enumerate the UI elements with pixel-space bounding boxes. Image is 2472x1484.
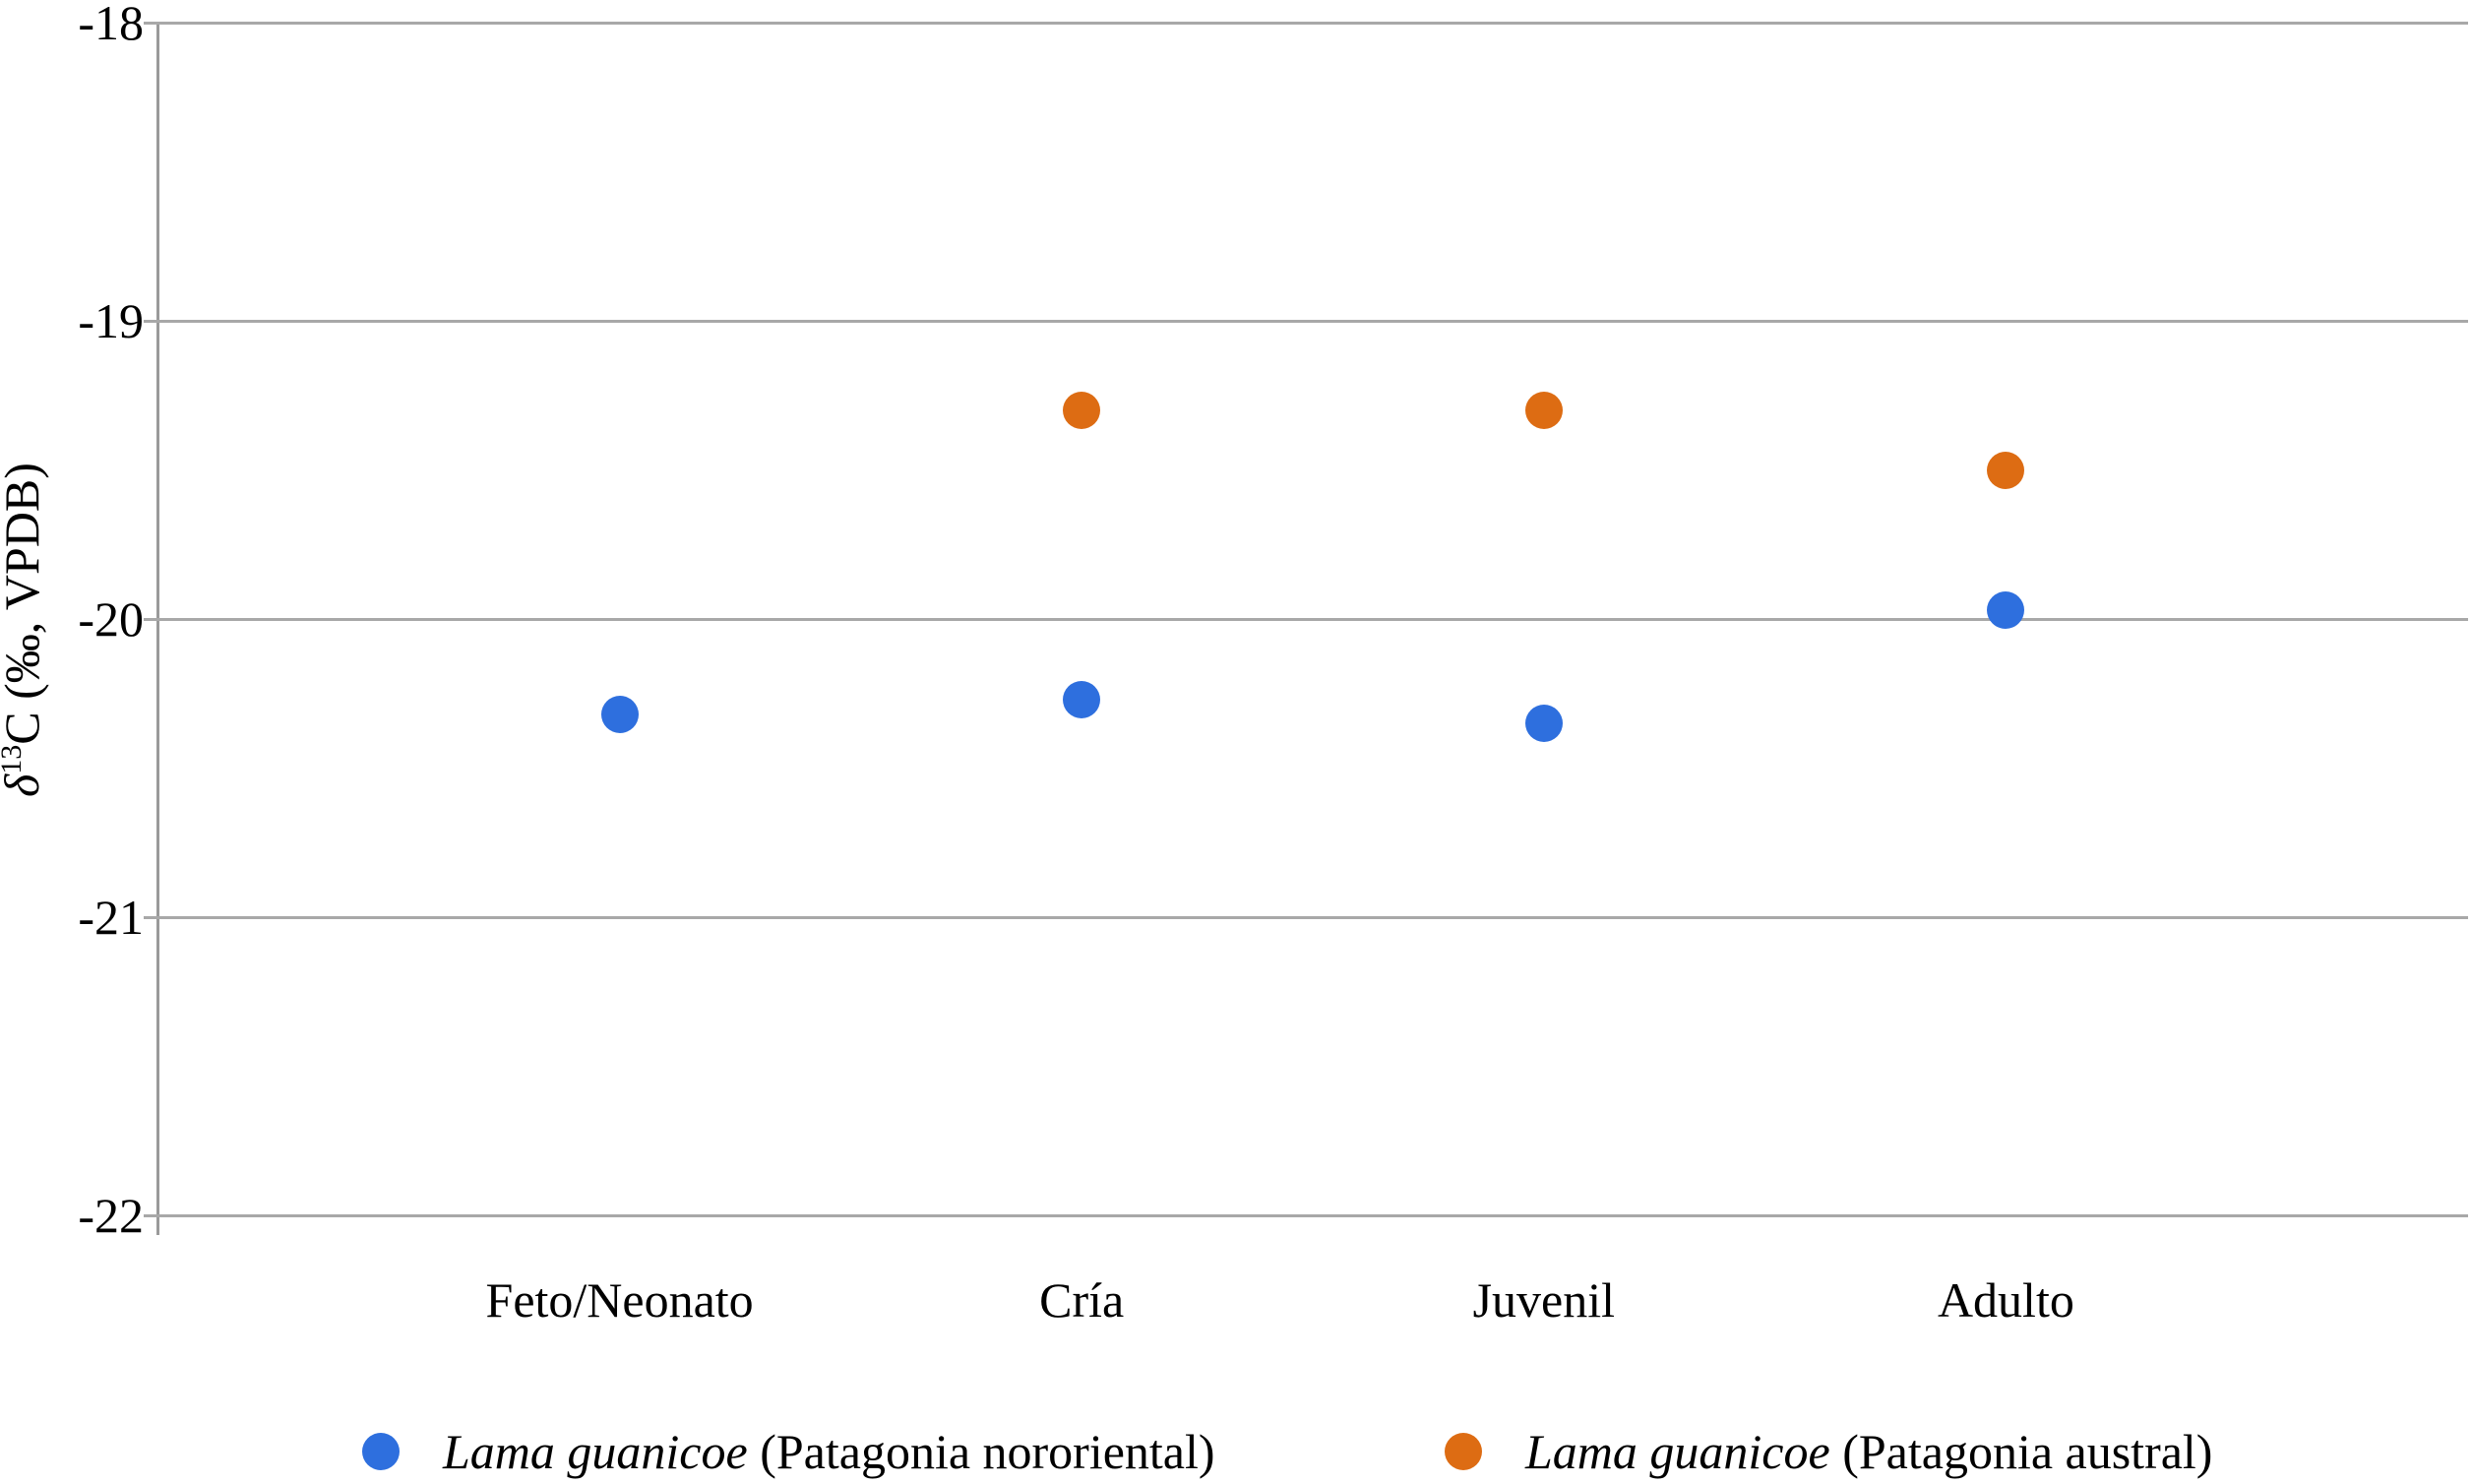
legend-item-nororiental: Lama guanicoe (Patagonia nororiental) xyxy=(362,1421,1215,1482)
data-point-austral-1 xyxy=(1063,391,1101,429)
legend-swatch xyxy=(362,1433,400,1470)
data-point-nororiental-0 xyxy=(600,695,639,733)
y-tick-mark xyxy=(144,1213,157,1217)
legend-item-austral: Lama guanicoe (Patagonia austral) xyxy=(1445,1421,2212,1482)
legend-label-species: Lama guanicoe xyxy=(443,1424,748,1479)
y-tick-label: -21 xyxy=(78,890,144,945)
y-tick-label: -19 xyxy=(78,293,144,348)
data-point-nororiental-2 xyxy=(1524,705,1563,743)
legend-label: Lama guanicoe (Patagonia austral) xyxy=(1525,1421,2212,1482)
x-category-label: Feto/Neonato xyxy=(485,1272,754,1328)
y-tick-label: -18 xyxy=(78,0,144,50)
legend-label-region: (Patagonia austral) xyxy=(1829,1424,2213,1479)
legend-label: Lama guanicoe (Patagonia nororiental) xyxy=(443,1421,1215,1482)
data-point-austral-3 xyxy=(1987,451,2025,489)
y-axis-line xyxy=(156,23,159,1235)
gridline-y xyxy=(157,915,2468,919)
legend-label-species: Lama guanicoe xyxy=(1525,1424,1830,1479)
gridline-y xyxy=(157,617,2468,621)
x-category-label: Adulto xyxy=(1937,1272,2074,1328)
y-tick-label: -20 xyxy=(78,591,144,647)
y-tick-mark xyxy=(144,21,157,25)
gridline-y xyxy=(157,319,2468,323)
gridline-y xyxy=(157,21,2468,25)
y-axis-title-superscript: 13 xyxy=(0,744,28,774)
legend-label-region: (Patagonia nororiental) xyxy=(747,1424,1215,1479)
y-tick-mark xyxy=(144,617,157,621)
y-tick-mark xyxy=(144,319,157,323)
data-point-nororiental-1 xyxy=(1063,680,1101,718)
y-tick-label: -22 xyxy=(78,1188,144,1243)
x-category-label: Juvenil xyxy=(1472,1272,1616,1328)
plot-area xyxy=(144,21,2468,1235)
y-axis-title-delta: δ xyxy=(0,774,49,797)
y-tick-mark xyxy=(144,915,157,919)
x-category-label: Cría xyxy=(1039,1272,1125,1328)
legend-swatch xyxy=(1445,1433,1482,1470)
data-point-nororiental-3 xyxy=(1987,590,2025,629)
gridline-y xyxy=(157,1213,2468,1217)
data-point-austral-2 xyxy=(1524,391,1563,429)
